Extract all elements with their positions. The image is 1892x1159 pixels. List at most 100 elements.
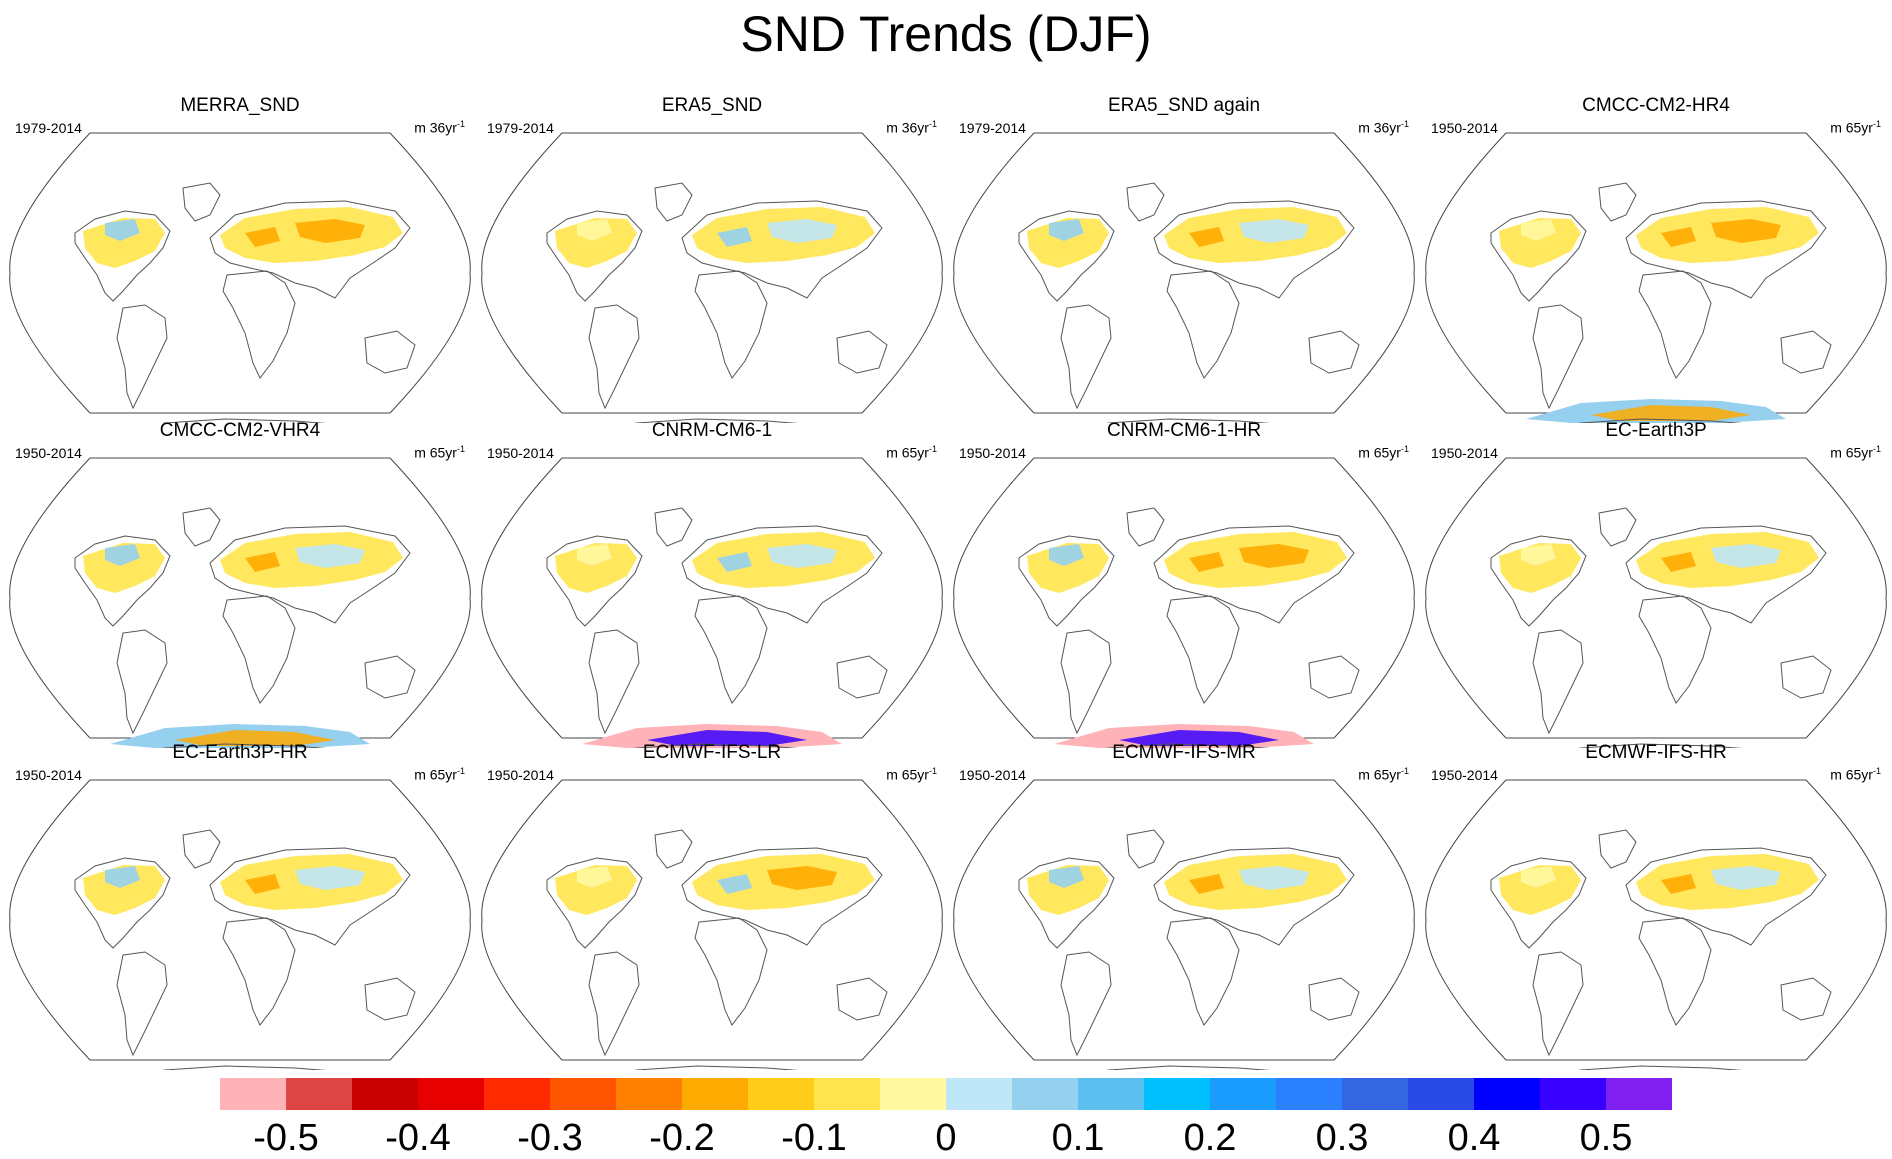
coastline-australia xyxy=(364,655,416,699)
panel-period: 1979-2014 xyxy=(959,120,1026,136)
colorbar-tick-label: -0.3 xyxy=(517,1117,583,1159)
coastline-northAmerica xyxy=(546,857,643,949)
colorbar-box xyxy=(1408,1078,1474,1110)
map-projection xyxy=(9,779,471,1070)
map-border xyxy=(1425,457,1887,739)
coastline-southAmerica xyxy=(1060,629,1112,735)
map-border xyxy=(481,132,943,414)
map-panel: CMCC-CM2-HR4 1950-2014 m 65yr-1 xyxy=(1421,95,1891,425)
map-projection xyxy=(953,132,1415,423)
coastline-eurasia xyxy=(209,200,411,299)
snow-trend-patch xyxy=(83,543,165,593)
snow-trend-patch xyxy=(1521,544,1556,566)
coastline-africa xyxy=(1166,270,1240,379)
map-panel: CNRM-CM6-1-HR 1950-2014 m 65yr-1 xyxy=(949,420,1419,750)
coastline-greenland xyxy=(1126,507,1165,547)
panel-title: ERA5_SND xyxy=(661,95,763,116)
colorbar-box xyxy=(1144,1078,1210,1110)
coastline-antarctica xyxy=(633,743,799,748)
coastline-australia xyxy=(364,977,416,1021)
panel-units: m 65yr-1 xyxy=(1358,766,1409,783)
colorbar xyxy=(220,1078,1672,1110)
panel-title: CNRM-CM6-1-HR xyxy=(1106,420,1262,441)
snow-trend-patch xyxy=(295,866,365,890)
colorbar-box xyxy=(748,1078,814,1110)
snow-trend-patch xyxy=(105,866,140,888)
coastline-southAmerica xyxy=(1060,951,1112,1057)
coastline-southAmerica xyxy=(1532,629,1584,735)
snow-trend-patch xyxy=(105,219,140,241)
colorbar-box xyxy=(1606,1078,1672,1110)
colorbar-box xyxy=(418,1078,484,1110)
coastline-australia xyxy=(1308,330,1360,374)
snow-trend-patch xyxy=(1027,218,1109,268)
coastline-northAmerica xyxy=(1490,857,1587,949)
map-panel: ERA5_SND 1979-2014 m 36yr-1 xyxy=(477,95,947,425)
panel-units: m 36yr-1 xyxy=(414,119,465,136)
coastline-africa xyxy=(222,270,296,379)
coastline-greenland xyxy=(654,829,693,869)
map-panel: ECMWF-IFS-HR 1950-2014 m 65yr-1 xyxy=(1421,742,1891,1072)
panel-period: 1950-2014 xyxy=(1431,120,1498,136)
snow-trend-patch xyxy=(1027,543,1109,593)
coastline-northAmerica xyxy=(74,535,171,627)
map-panel: CNRM-CM6-1 1950-2014 m 65yr-1 xyxy=(477,420,947,750)
colorbar-box xyxy=(616,1078,682,1110)
colorbar-box xyxy=(1474,1078,1540,1110)
panel-period: 1979-2014 xyxy=(487,120,554,136)
colorbar-tick-label: 0.4 xyxy=(1447,1117,1501,1159)
snow-trend-patch xyxy=(1239,544,1309,568)
panel-units: m 65yr-1 xyxy=(1830,119,1881,136)
coastline-antarctica xyxy=(1577,418,1743,423)
snow-trend-patch xyxy=(1711,544,1781,568)
panel-units: m 65yr-1 xyxy=(886,766,937,783)
coastline-southAmerica xyxy=(1532,304,1584,410)
coastline-antarctica xyxy=(1577,1065,1743,1070)
coastline-antarctica xyxy=(633,1065,799,1070)
colorbar-box xyxy=(1078,1078,1144,1110)
map-projection xyxy=(1425,457,1887,748)
panel-period: 1950-2014 xyxy=(1431,445,1498,461)
colorbar-tick-label: 0.3 xyxy=(1315,1117,1369,1159)
map-border xyxy=(481,457,943,739)
colorbar-box xyxy=(550,1078,616,1110)
colorbar-tick-label: -0.5 xyxy=(253,1117,319,1159)
antarctic-trend-patch xyxy=(1119,730,1279,746)
snow-trend-patch xyxy=(105,544,140,566)
coastline-southAmerica xyxy=(588,304,640,410)
map-border xyxy=(953,132,1415,414)
map-panel: MERRA_SND 1979-2014 m 36yr-1 xyxy=(5,95,475,425)
coastline-africa xyxy=(694,270,768,379)
coastline-eurasia xyxy=(681,847,883,946)
coastline-greenland xyxy=(654,507,693,547)
snow-trend-patch xyxy=(577,219,612,241)
coastline-australia xyxy=(836,330,888,374)
colorbar-box xyxy=(286,1078,352,1110)
panel-title: CNRM-CM6-1 xyxy=(651,420,773,441)
panel-units: m 65yr-1 xyxy=(414,766,465,783)
map-projection xyxy=(9,132,471,423)
coastline-greenland xyxy=(654,182,693,222)
map-border xyxy=(1425,132,1887,414)
panel-title: EC-Earth3P-HR xyxy=(172,742,308,763)
coastline-greenland xyxy=(1598,829,1637,869)
coastline-australia xyxy=(1780,330,1832,374)
map-panel: ECMWF-IFS-LR 1950-2014 m 65yr-1 xyxy=(477,742,947,1072)
coastline-antarctica xyxy=(161,418,327,423)
coastline-australia xyxy=(836,655,888,699)
snow-trend-patch xyxy=(1499,865,1581,915)
colorbar-box xyxy=(946,1078,1012,1110)
antarctic-trend-patch xyxy=(175,730,335,746)
snow-trend-patch xyxy=(577,544,612,566)
snow-trend-patch xyxy=(1499,543,1581,593)
coastline-antarctica xyxy=(161,1065,327,1070)
map-border xyxy=(9,457,471,739)
coastline-northAmerica xyxy=(1018,535,1115,627)
coastline-antarctica xyxy=(1105,743,1271,748)
coastline-australia xyxy=(836,977,888,1021)
map-projection xyxy=(953,457,1415,748)
coastline-northAmerica xyxy=(1018,210,1115,302)
coastline-antarctica xyxy=(161,743,327,748)
snow-trend-patch xyxy=(1239,219,1309,243)
coastline-eurasia xyxy=(1153,200,1355,299)
